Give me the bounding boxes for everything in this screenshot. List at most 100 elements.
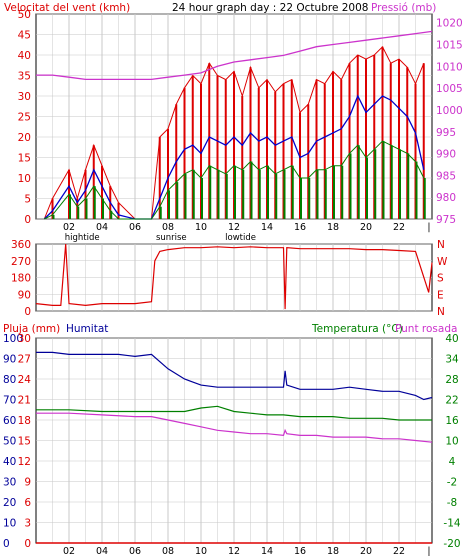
y-tick-direction: 0 (24, 306, 31, 318)
x-tick-hour: 02 (63, 546, 75, 556)
x-tick-hour: 08 (162, 546, 174, 556)
y-tick-direction: 90 (18, 289, 31, 301)
temperature-title: Temperatura (°C) (311, 323, 403, 335)
y-tick-temperature: -8 (447, 497, 457, 509)
y-tick-humidity: 70 (3, 395, 16, 407)
y-tick-pressure: 990 (436, 149, 456, 161)
y-tick-temperature: 10 (445, 436, 458, 448)
y-tick-temperature: 4 (449, 456, 456, 468)
y-tick-direction: 270 (11, 256, 31, 268)
y-tick-humidity: 30 (3, 477, 16, 489)
y-tick-humidity: 20 (3, 497, 16, 509)
compass-label: S (437, 273, 444, 285)
x-tick-hour: 14 (261, 546, 273, 556)
pressure-line (36, 30, 433, 81)
y-tick-pressure: 975 (436, 214, 456, 226)
x-tick-hour: 22 (393, 546, 405, 556)
y-tick-temperature: 28 (445, 374, 458, 386)
y-tick-pressure: 1005 (436, 83, 463, 95)
dewpoint-line (36, 412, 433, 443)
y-tick-wind: 5 (24, 194, 31, 206)
y-tick-pressure: 995 (436, 127, 456, 139)
y-tick-humidity: 40 (3, 456, 16, 468)
y-tick-wind: 35 (18, 71, 31, 83)
y-tick-wind: 45 (18, 30, 31, 42)
y-tick-rain: 21 (18, 395, 31, 407)
gust-line (43, 45, 425, 220)
x-tick-hour: 04 (96, 222, 108, 233)
y-tick-humidity: 60 (3, 415, 16, 427)
y-tick-rain: 30 (18, 333, 31, 345)
direction-line (35, 243, 433, 310)
y-tick-pressure: 980 (436, 192, 456, 204)
y-tick-humidity: 80 (3, 374, 16, 386)
y-tick-rain: 0 (24, 538, 31, 550)
average-line (43, 94, 425, 220)
rain-title: Pluja (mm) (3, 323, 60, 335)
date-title: 24 hour graph day : 22 Octubre 2008 (172, 2, 368, 14)
y-tick-temperature: 40 (445, 333, 458, 345)
humidity-title: Humitat (66, 323, 108, 335)
y-tick-pressure: 985 (436, 170, 456, 182)
compass-label: E (437, 289, 444, 301)
compass-label: W (437, 256, 448, 268)
x-tick-hour: 06 (129, 222, 141, 233)
x-tick-hour: 10 (195, 546, 207, 556)
humidity-line (36, 351, 433, 401)
y-tick-humidity: 0 (3, 538, 10, 550)
y-tick-pressure: 1020 (436, 18, 463, 30)
y-tick-rain: 3 (24, 518, 31, 530)
speed-line (44, 140, 425, 220)
y-tick-temperature: 16 (445, 415, 459, 427)
temperature-line (36, 405, 432, 421)
y-tick-wind: 25 (18, 112, 31, 124)
pressure-title: Pressió (mb) (371, 2, 436, 14)
y-tick-humidity: 10 (3, 518, 16, 530)
y-tick-wind: 20 (18, 132, 31, 144)
y-tick-rain: 24 (18, 374, 32, 386)
x-tick-hour: 18 (327, 546, 339, 556)
x-tick-hour: 18 (327, 222, 339, 233)
x-tick-hour: 22 (393, 222, 405, 233)
x-tick-hour: 20 (360, 546, 372, 556)
x-tick-hour: 12 (228, 222, 240, 233)
y-tick-rain: 12 (18, 456, 31, 468)
x-tick-hour: 20 (360, 222, 372, 233)
dewpoint-title: Punt rosada (395, 323, 457, 335)
x-tick-hour: 06 (129, 546, 141, 556)
x-tick-hour: 10 (195, 222, 207, 233)
compass-label: N (437, 306, 445, 318)
y-tick-rain: 27 (18, 354, 31, 366)
y-tick-wind: 40 (18, 50, 31, 62)
x-tick-hour: 02 (63, 222, 75, 233)
x-tick-end: | (427, 546, 430, 556)
y-tick-wind: 0 (24, 214, 31, 226)
y-tick-wind: 30 (18, 91, 31, 103)
x-tick-hour: 04 (96, 546, 108, 556)
y-tick-pressure: 1000 (436, 105, 463, 117)
wind-speed-title: Velocitat del vent (kmh) (4, 2, 130, 14)
y-tick-temperature: 34 (445, 354, 459, 366)
y-tick-rain: 6 (24, 497, 31, 509)
x-tick-end: | (427, 222, 430, 233)
x-tick-hour: 12 (228, 546, 240, 556)
y-tick-direction: 180 (11, 273, 31, 285)
compass-label: N (437, 239, 445, 251)
y-tick-rain: 9 (24, 477, 31, 489)
y-tick-wind: 10 (18, 173, 31, 185)
x-tick-hour: 16 (294, 222, 306, 233)
y-tick-pressure: 1015 (436, 40, 463, 52)
y-tick-temperature: -14 (443, 518, 460, 530)
y-tick-pressure: 1010 (436, 61, 463, 73)
y-tick-humidity: 90 (3, 354, 16, 366)
x-tick-hour: 14 (261, 222, 273, 233)
hightide-label: hightide (65, 233, 100, 243)
x-tick-hour: 16 (294, 546, 306, 556)
y-tick-humidity: 100 (3, 333, 23, 345)
y-tick-rain: 15 (18, 436, 31, 448)
y-tick-temperature: -20 (443, 538, 460, 550)
y-tick-wind: 50 (18, 9, 31, 21)
y-tick-temperature: 22 (445, 395, 458, 407)
